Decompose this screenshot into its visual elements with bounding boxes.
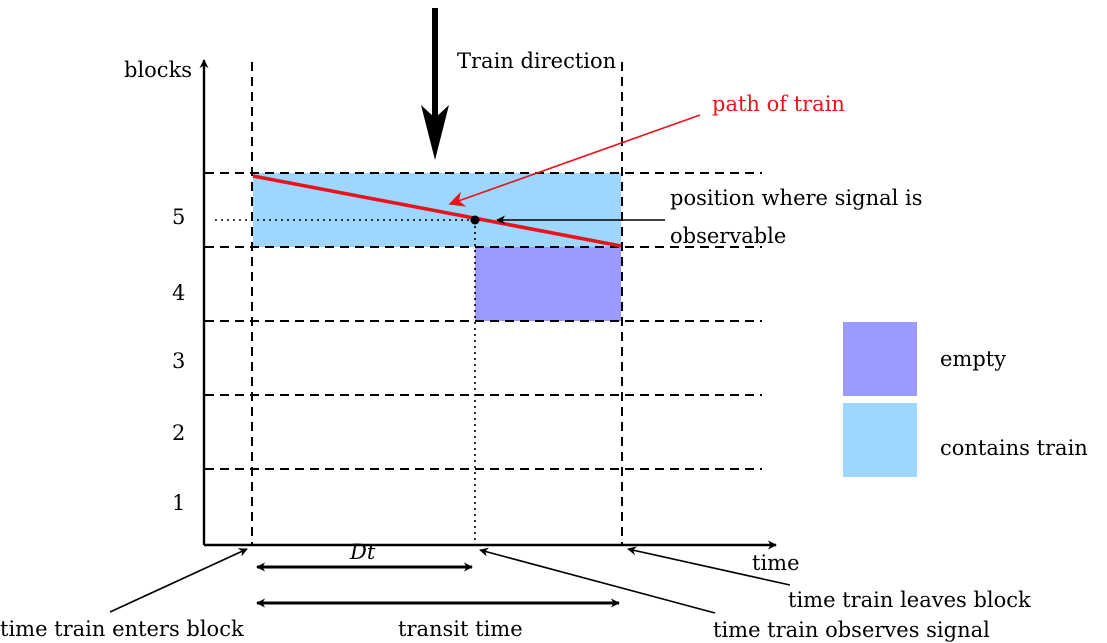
block-label-4: 4 — [172, 281, 185, 305]
block-label-5: 5 — [172, 205, 185, 229]
signal-position-label-line1: position where signal is — [670, 186, 923, 210]
x-axis-label: time — [752, 551, 800, 575]
legend-contains-swatch — [843, 403, 917, 477]
train-path-line — [252, 174, 622, 248]
path-of-train-label: path of train — [712, 92, 845, 116]
leave-time-arrow — [627, 546, 791, 586]
signal-position-label-line2: observable — [670, 224, 786, 248]
legend-empty-label: empty — [940, 347, 1006, 371]
legend-contains-label: contains train — [940, 436, 1088, 460]
dt-label: Dt — [349, 540, 376, 564]
time-leaves-label: time train leaves block — [788, 588, 1031, 612]
block-label-1: 1 — [172, 491, 185, 515]
block-label-2: 2 — [172, 421, 185, 445]
train-direction-arrow — [421, 8, 449, 160]
enter-time-arrow — [109, 548, 248, 613]
time-enters-label: time train enters block — [0, 617, 244, 641]
legend-empty-swatch — [843, 322, 917, 396]
time-observes-label: time train observes signal — [713, 618, 990, 642]
train-direction-label: Train direction — [457, 49, 616, 73]
y-axis-label: blocks — [124, 58, 192, 82]
path-label-arrow — [448, 114, 701, 207]
transit-time-label: transit time — [398, 617, 523, 641]
block-boundaries — [205, 172, 762, 470]
block-label-3: 3 — [172, 349, 185, 373]
empty-region — [475, 247, 621, 321]
observe-time-arrow — [479, 547, 716, 614]
signal-point — [470, 215, 480, 225]
